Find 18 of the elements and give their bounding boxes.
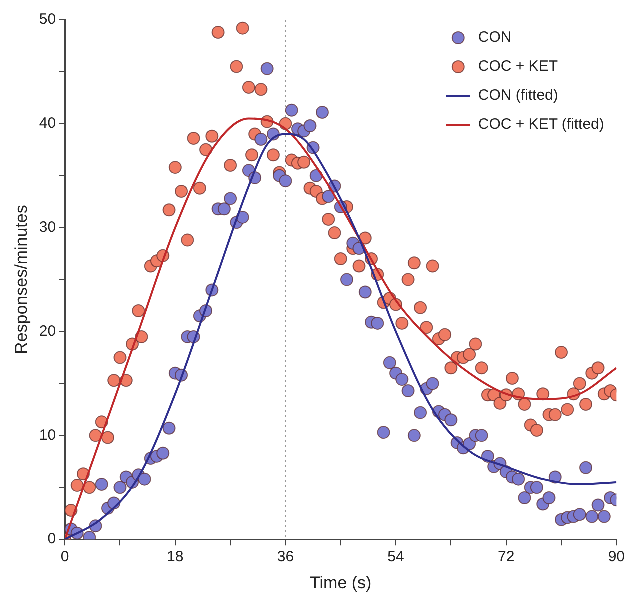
legend-label: CON (478, 29, 512, 46)
y-tick-label: 20 (39, 322, 56, 340)
y-axis-title: Responses/minutes (12, 205, 31, 354)
x-tick-label: 0 (60, 548, 70, 566)
y-tick-label: 50 (39, 11, 56, 28)
legend-label: COC + KET (478, 58, 558, 76)
x-tick-label: 90 (608, 548, 625, 566)
y-tick-label: 30 (39, 218, 56, 236)
x-axis-title: Time (s) (310, 573, 372, 592)
y-tick-label: 10 (39, 426, 56, 444)
y-tick-label: 40 (39, 115, 56, 132)
x-tick-label: 72 (498, 548, 515, 566)
y-tick-label: 0 (48, 530, 56, 548)
x-tick-label: 54 (388, 548, 404, 566)
x-tick-label: 36 (277, 548, 294, 566)
legend-label: COC + KET (fitted) (478, 116, 604, 134)
x-tick-label: 18 (167, 548, 184, 566)
legend-label: CON (fitted) (478, 87, 558, 104)
